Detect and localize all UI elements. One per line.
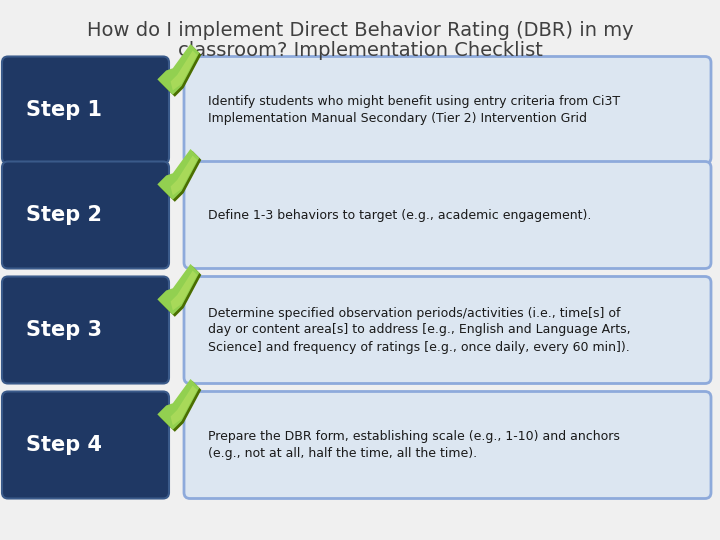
Text: Implementation Manual Secondary (Tier 2) Intervention Grid: Implementation Manual Secondary (Tier 2)… (208, 112, 587, 125)
Text: How do I implement Direct Behavior Rating (DBR) in my: How do I implement Direct Behavior Ratin… (86, 21, 634, 39)
Text: Step 4: Step 4 (26, 435, 102, 455)
Text: day or content area[s] to address [e.g., English and Language Arts,: day or content area[s] to address [e.g.,… (208, 323, 631, 336)
FancyBboxPatch shape (184, 392, 711, 498)
Text: Science] and frequency of ratings [e.g., once daily, every 60 min]).: Science] and frequency of ratings [e.g.,… (208, 341, 630, 354)
Polygon shape (171, 386, 197, 426)
Polygon shape (157, 379, 199, 430)
FancyBboxPatch shape (184, 276, 711, 383)
FancyBboxPatch shape (2, 161, 169, 268)
FancyBboxPatch shape (2, 57, 169, 164)
Text: (e.g., not at all, half the time, all the time).: (e.g., not at all, half the time, all th… (208, 447, 477, 460)
Polygon shape (171, 271, 197, 310)
Text: Prepare the DBR form, establishing scale (e.g., 1-10) and anchors: Prepare the DBR form, establishing scale… (208, 430, 620, 443)
Text: Identify students who might benefit using entry criteria from Ci3T: Identify students who might benefit usin… (208, 95, 620, 108)
Polygon shape (159, 46, 202, 97)
Text: Step 1: Step 1 (26, 100, 102, 120)
Text: Determine specified observation periods/activities (i.e., time[s] of: Determine specified observation periods/… (208, 307, 621, 320)
Polygon shape (171, 51, 197, 90)
Text: classroom? Implementation Checklist: classroom? Implementation Checklist (178, 40, 542, 59)
Text: Step 3: Step 3 (26, 320, 102, 340)
Polygon shape (159, 266, 202, 317)
FancyBboxPatch shape (184, 57, 711, 164)
FancyBboxPatch shape (184, 161, 711, 268)
Text: Define 1-3 behaviors to target (e.g., academic engagement).: Define 1-3 behaviors to target (e.g., ac… (208, 208, 591, 221)
Text: Step 2: Step 2 (26, 205, 102, 225)
Polygon shape (157, 149, 199, 200)
Polygon shape (157, 44, 199, 95)
Polygon shape (159, 151, 202, 202)
Polygon shape (171, 156, 197, 195)
FancyBboxPatch shape (2, 392, 169, 498)
FancyBboxPatch shape (2, 276, 169, 383)
Polygon shape (159, 381, 202, 432)
Polygon shape (157, 264, 199, 315)
